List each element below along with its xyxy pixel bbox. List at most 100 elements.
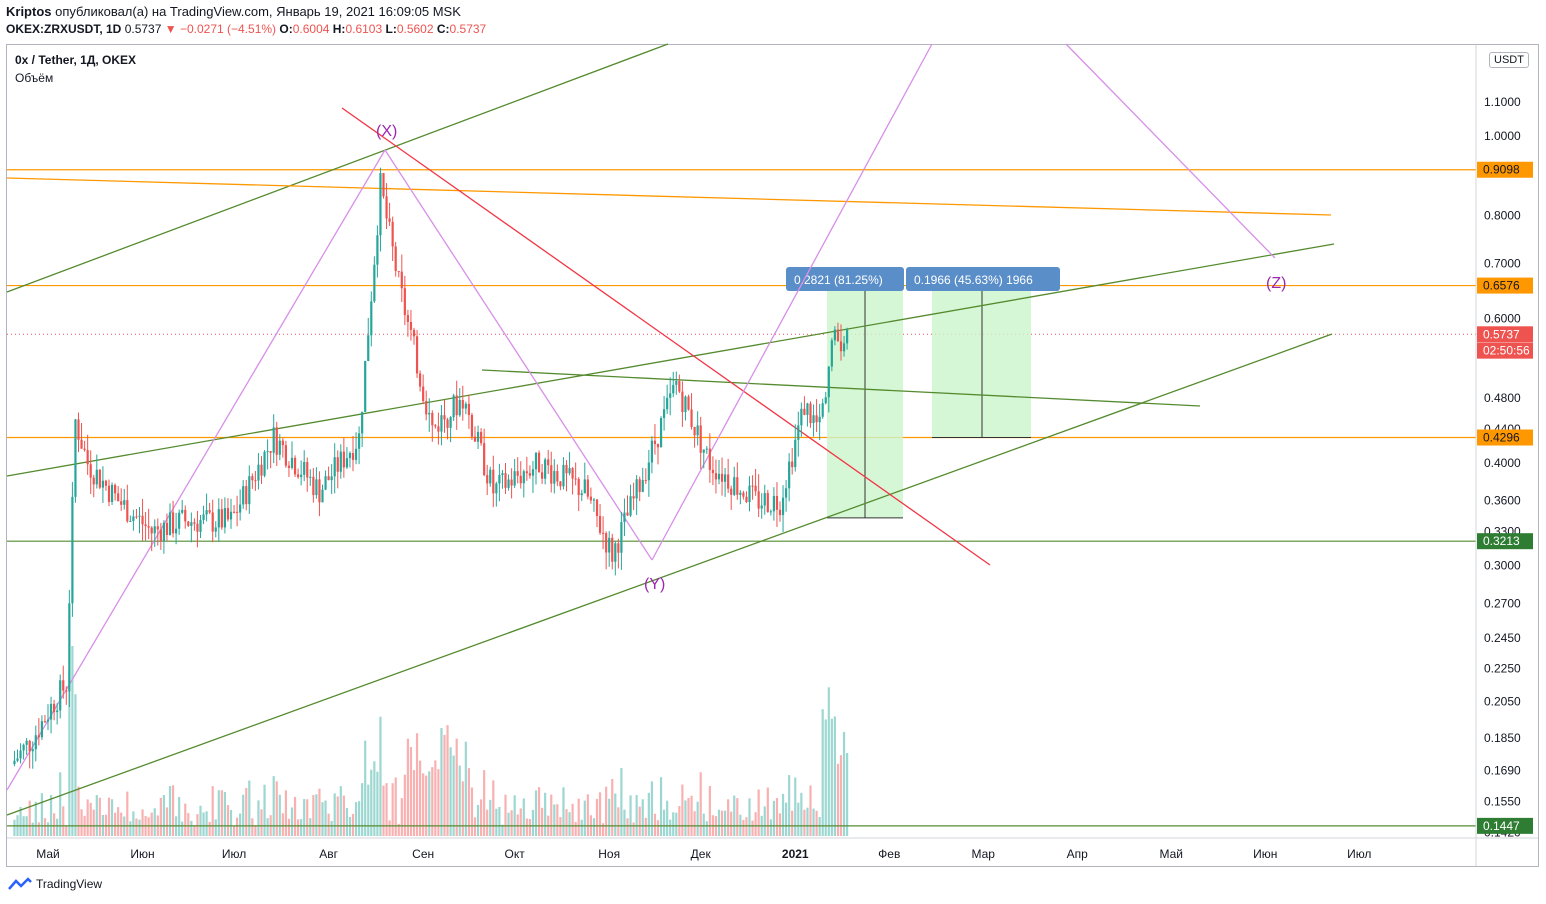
candle-body [342, 451, 345, 468]
candle-body [580, 493, 583, 496]
volume-bar [498, 806, 501, 836]
candles [13, 167, 849, 769]
volume-bar [153, 808, 156, 836]
y-tick-label: 0.7000 [1484, 256, 1521, 270]
candle-body [763, 493, 766, 506]
volume-indicator-label[interactable]: Объём [15, 71, 54, 85]
currency-unit-button[interactable]: USDT [1489, 52, 1529, 68]
volume-bar [376, 771, 379, 836]
chart-frame[interactable] [6, 44, 1539, 867]
volume-bar [46, 822, 50, 836]
volume-bar [248, 780, 251, 836]
volume-bar [766, 787, 769, 836]
volume-bar [794, 777, 797, 836]
candle-body [422, 386, 425, 401]
volume-bar [71, 646, 74, 836]
volume-bar [605, 786, 608, 836]
candle-body [217, 509, 220, 528]
volume-bar [379, 716, 382, 836]
y-tick-label: 0.2250 [1484, 661, 1521, 675]
volume-bar [242, 794, 245, 836]
x-tick-label: Окт [505, 847, 526, 861]
close-label: C: [436, 22, 450, 36]
volume-bar [208, 821, 211, 836]
candle-body [330, 476, 333, 481]
candle-body [284, 445, 287, 466]
candle-body [550, 465, 553, 484]
candle-body [428, 412, 431, 415]
volume-bar [89, 802, 92, 836]
volume-bar [117, 807, 120, 836]
candle-body [498, 475, 501, 484]
volume-bar [559, 817, 562, 836]
volume-bar [422, 773, 425, 836]
wave-line-y-up [651, 43, 933, 561]
y-tick-label: 0.3000 [1484, 559, 1521, 573]
candle-body [617, 543, 620, 553]
volume-bar [821, 709, 824, 836]
candle-body [25, 740, 28, 745]
volume-bar [839, 755, 843, 836]
candle-body [425, 400, 428, 415]
candle-body [595, 499, 599, 517]
candle-body [821, 403, 824, 417]
candle-body [62, 680, 65, 691]
candle-body [144, 524, 147, 527]
candle-body [797, 425, 800, 440]
candle-body [476, 431, 480, 442]
candle-body [156, 526, 159, 530]
candle-body [281, 440, 284, 446]
volume-bar [190, 820, 193, 836]
volume-bar [425, 775, 428, 836]
volume-bar [284, 790, 287, 836]
candle-body [278, 440, 281, 455]
volume-bar [483, 770, 486, 836]
candle-body [437, 426, 440, 432]
candle-body [147, 526, 150, 528]
candle-body [785, 488, 788, 498]
volume-bar [824, 719, 827, 836]
volume-bar [168, 786, 172, 836]
candle-body [775, 495, 779, 510]
volume-bar [632, 822, 635, 836]
candle-body [629, 496, 632, 516]
volume-bar [236, 817, 239, 836]
candle-body [711, 469, 714, 474]
candle-body [733, 477, 736, 495]
price-badge-label: 0.1447 [1483, 819, 1520, 833]
candle-body [223, 508, 226, 528]
candle-body [117, 493, 120, 502]
volume-bar [720, 810, 724, 836]
x-tick-label: Фев [878, 847, 900, 861]
candle-body [159, 529, 162, 542]
candle-body [513, 471, 516, 486]
trend-lines[interactable] [6, 43, 1335, 816]
candle-body [598, 516, 602, 533]
candle-body [333, 457, 336, 477]
candle-body [690, 409, 693, 427]
volume-bar [223, 792, 226, 836]
volume-bar [846, 752, 849, 836]
volume-bar [519, 808, 522, 836]
volume-bar [40, 793, 43, 836]
volume-bar [141, 809, 144, 836]
volume-bar [300, 819, 303, 836]
wave-line-z-down [1065, 43, 1276, 259]
tradingview-logo[interactable]: TradingView [8, 877, 102, 891]
candle-body [818, 416, 821, 423]
candle-body [43, 721, 47, 723]
volume-bar [516, 814, 519, 836]
volume-bar [806, 807, 809, 836]
candle-body [586, 479, 589, 497]
candle-body [92, 477, 95, 485]
volume-bar [461, 781, 464, 836]
volume-bar [757, 789, 760, 836]
candle-body [208, 510, 211, 513]
volume-bar [580, 819, 583, 836]
candle-body [171, 512, 175, 534]
volume-bar [495, 808, 498, 836]
candle-body [28, 740, 31, 752]
candle-body [791, 461, 794, 468]
candle-body [815, 415, 818, 423]
